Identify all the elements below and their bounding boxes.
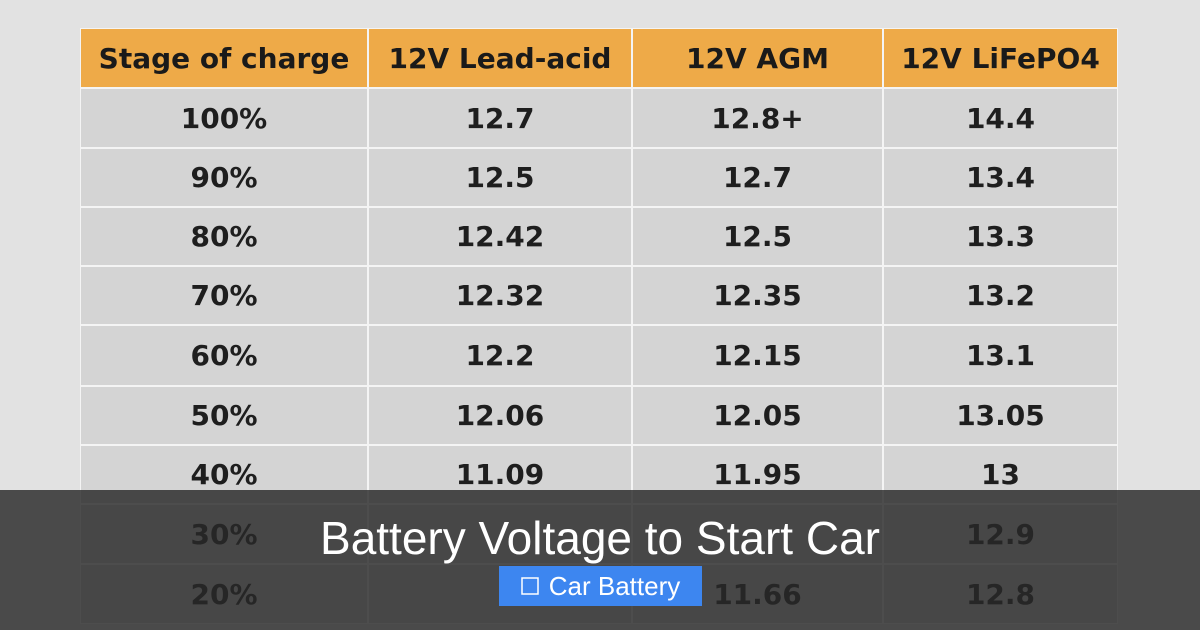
table-cell: 12.42 [368, 207, 632, 266]
table-cell: 12.8+ [632, 88, 883, 148]
table-cell: 13.1 [883, 325, 1118, 386]
table-cell: 50% [80, 386, 368, 445]
table-cell: 12.06 [368, 386, 632, 445]
table-cell: 13.3 [883, 207, 1118, 266]
table-cell: 70% [80, 266, 368, 325]
table-cell: 12.32 [368, 266, 632, 325]
header-cell: Stage of charge [80, 28, 368, 88]
table-cell: 12.15 [632, 325, 883, 386]
table-cell: 13.05 [883, 386, 1118, 445]
table-cell: 13.2 [883, 266, 1118, 325]
table-cell: 12.5 [632, 207, 883, 266]
table-cell: 12.7 [368, 88, 632, 148]
table-cell: 100% [80, 88, 368, 148]
table-cell: 14.4 [883, 88, 1118, 148]
table-cell: 80% [80, 207, 368, 266]
table-cell: 12.5 [368, 148, 632, 207]
table-cell: 12.35 [632, 266, 883, 325]
table-cell: 12.7 [632, 148, 883, 207]
tag-icon [521, 577, 539, 595]
table-cell: 12.2 [368, 325, 632, 386]
table-cell: 90% [80, 148, 368, 207]
header-cell: 12V AGM [632, 28, 883, 88]
table-cell: 60% [80, 325, 368, 386]
table-cell: 12.05 [632, 386, 883, 445]
overlay-band [0, 490, 1200, 630]
overlay-title: Battery Voltage to Start Car [320, 512, 880, 564]
header-cell: 12V Lead-acid [368, 28, 632, 88]
table-cell: 13.4 [883, 148, 1118, 207]
badge-label: Car Battery [548, 570, 681, 601]
category-badge[interactable]: Car Battery [499, 566, 702, 606]
header-cell: 12V LiFePO4 [883, 28, 1118, 88]
